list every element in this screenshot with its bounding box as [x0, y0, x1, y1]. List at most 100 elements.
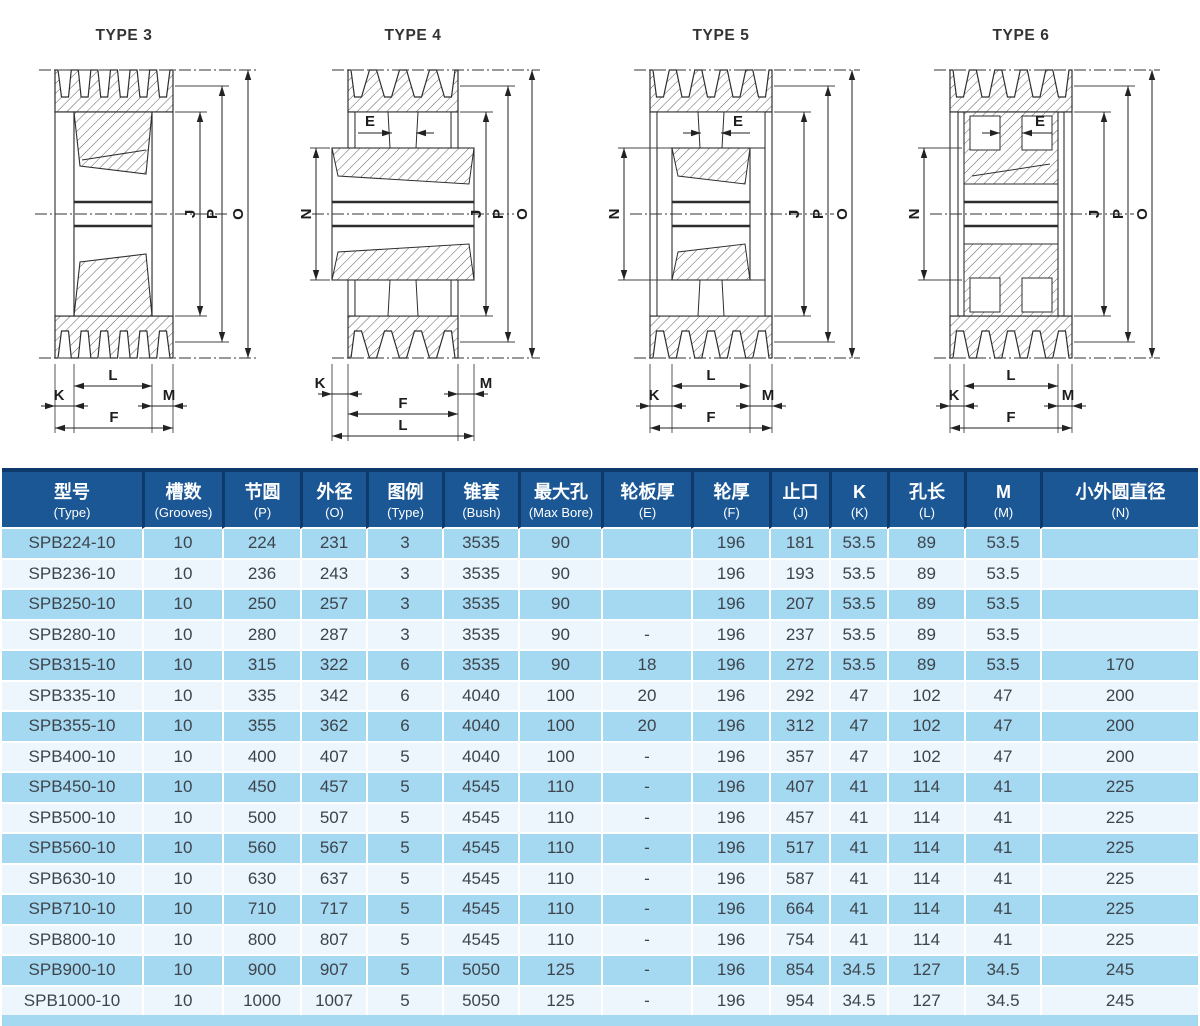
table-cell: 34.5: [964, 984, 1040, 1015]
table-cell: 225: [1040, 862, 1198, 893]
table-cell: 127: [887, 984, 964, 1015]
table-cell: SPB560-10: [2, 832, 142, 863]
table-cell: 102: [887, 679, 964, 710]
table-cell: 457: [300, 771, 366, 802]
table-cell: 114: [887, 893, 964, 924]
dim-label: F: [706, 409, 715, 426]
table-cell: 362: [300, 710, 366, 741]
table-cell: 6: [366, 710, 442, 741]
table-cell: SPB800-10: [2, 923, 142, 954]
table-cell: 196: [691, 618, 769, 649]
table-cell: 315: [222, 649, 300, 680]
diagram-type-4: TYPE 4 JPO N E K M FL: [300, 0, 600, 468]
table-cell: 110: [518, 923, 601, 954]
table-cell: 196: [691, 862, 769, 893]
table-cell: 1000: [222, 984, 300, 1015]
dim-label: F: [398, 395, 407, 412]
table-cell: 4040: [442, 740, 518, 771]
table-cell: 90: [518, 618, 601, 649]
table-cell: 272: [769, 649, 829, 680]
table-cell: 5: [366, 740, 442, 771]
table-cell: 5050: [442, 954, 518, 985]
table-cell: SPB236-10: [2, 557, 142, 588]
table-cell: SPB710-10: [2, 893, 142, 924]
table-cell: 10: [142, 710, 222, 741]
table-cell: 10: [142, 801, 222, 832]
table-cell: 41: [829, 771, 887, 802]
table-cell: 41: [829, 801, 887, 832]
table-cell: 41: [964, 801, 1040, 832]
table-cell: 245: [1040, 984, 1198, 1015]
table-cell: 5: [366, 771, 442, 802]
table-cell: 100: [518, 710, 601, 741]
table-cell: 5050: [442, 984, 518, 1015]
table-cell: SPB900-10: [2, 954, 142, 985]
column-header-en: (Grooves): [154, 505, 213, 520]
table-cell: 89: [887, 588, 964, 619]
table-cell: 18: [601, 649, 691, 680]
table-cell: 4545: [442, 862, 518, 893]
table-cell: 114: [887, 923, 964, 954]
table-cell: 342: [300, 679, 366, 710]
dim-label: M: [163, 387, 176, 404]
table-cell: 800: [222, 923, 300, 954]
table-cell: 34.5: [964, 954, 1040, 985]
table-cell: 196: [691, 954, 769, 985]
table-cell: SPB280-10: [2, 618, 142, 649]
table-cell: 90: [518, 529, 601, 558]
table-cell: 196: [691, 893, 769, 924]
table-cell: 41: [964, 832, 1040, 863]
table-cell: 47: [829, 679, 887, 710]
table-row: SPB236-10 10 236 243 3 3535 90 196 193 53.5 89 53.5: [2, 557, 1198, 588]
table-cell: 114: [887, 832, 964, 863]
column-header-en: (Type): [387, 505, 424, 520]
table-cell: 754: [769, 923, 829, 954]
table-cell: 4545: [442, 771, 518, 802]
column-header-zh: 轮板厚: [620, 482, 675, 502]
table-cell: 312: [769, 710, 829, 741]
table-cell: 3535: [442, 557, 518, 588]
table-cell: 3535: [442, 588, 518, 619]
table-cell: 5: [366, 954, 442, 985]
table-cell: 322: [300, 649, 366, 680]
table-cell: 4545: [442, 832, 518, 863]
table-cell: 196: [691, 679, 769, 710]
table-cell: SPB630-10: [2, 862, 142, 893]
column-header-zh: 止口: [782, 482, 819, 502]
dim-label: P: [810, 209, 827, 219]
table-cell: 102: [887, 740, 964, 771]
table-cell: 90: [518, 557, 601, 588]
table-cell: 47: [829, 740, 887, 771]
table-cell: 10: [142, 862, 222, 893]
dim-label: M: [480, 375, 493, 392]
dim-label: E: [365, 113, 375, 130]
dim-label: F: [109, 409, 118, 426]
dim-label: M: [762, 387, 775, 404]
table-cell: -: [601, 801, 691, 832]
table-cell: 110: [518, 832, 601, 863]
table-row: SPB335-10 10 335 342 6 4040 100 20 196 292 47 102 47…: [2, 679, 1198, 710]
table-cell: 100: [518, 740, 601, 771]
table-cell: 5: [366, 801, 442, 832]
table-cell: SPB250-10: [2, 588, 142, 619]
table-cell: 41: [829, 893, 887, 924]
table-cell: 114: [887, 862, 964, 893]
dim-label: K: [649, 387, 660, 404]
table-cell: 89: [887, 618, 964, 649]
dim-label: N: [606, 209, 623, 220]
table-cell: 225: [1040, 832, 1198, 863]
table-cell: 53.5: [829, 649, 887, 680]
table-cell: 110: [518, 771, 601, 802]
dim-label: L: [108, 367, 117, 384]
table-cell: 53.5: [829, 618, 887, 649]
table-cell: 3535: [442, 529, 518, 558]
column-header: 孔长 (L): [887, 468, 964, 529]
column-header-zh: K: [853, 482, 866, 502]
table-cell: 47: [964, 710, 1040, 741]
table-cell: 53.5: [829, 529, 887, 558]
table-cell: 231: [300, 529, 366, 558]
dim-label: N: [906, 209, 923, 220]
table-row: SPB710-10 10 710 717 5 4545 110-196 664 41 114 41 2…: [2, 893, 1198, 924]
column-header: 节圆 (P): [222, 468, 300, 529]
